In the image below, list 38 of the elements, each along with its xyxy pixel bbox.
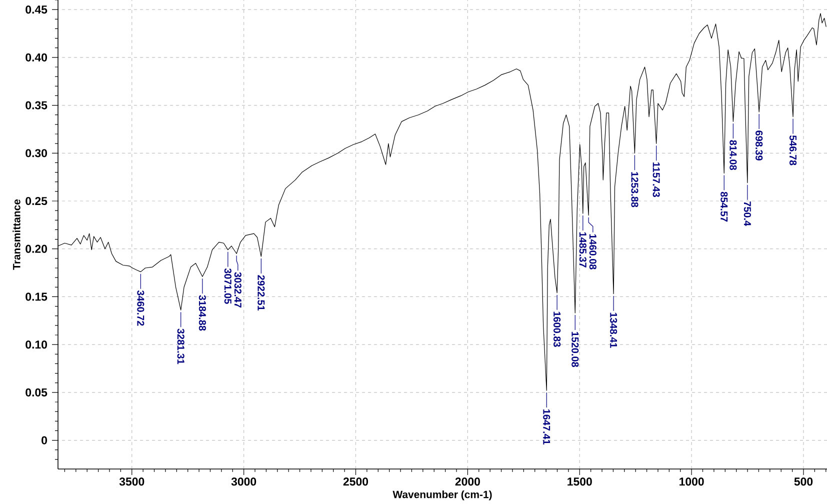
annotation: 750.4 bbox=[744, 202, 751, 226]
annotation: 1485.37 bbox=[579, 232, 586, 268]
annotation: 854.57 bbox=[720, 192, 728, 222]
x-tick-label: 1000 bbox=[680, 478, 704, 486]
annotation: 1600.83 bbox=[554, 312, 561, 347]
x-tick-label: 1500 bbox=[568, 478, 592, 486]
annotation: 2922.51 bbox=[258, 275, 265, 311]
annotation: 1348.41 bbox=[610, 312, 618, 348]
annotation: 1647.41 bbox=[543, 409, 550, 445]
y-axis-title: Transmittance bbox=[12, 199, 20, 270]
y-tick-label: 0.15 bbox=[26, 292, 48, 301]
annotation: 3032.47 bbox=[234, 272, 242, 308]
annotation: 1157.43 bbox=[652, 162, 660, 197]
x-axis-title: Wavenumber (cm-1) bbox=[392, 490, 492, 500]
x-tick-label: 3000 bbox=[231, 478, 256, 486]
x-tick-label: 2500 bbox=[343, 478, 368, 486]
y-tick-label: 0.40 bbox=[26, 53, 47, 62]
y-tick-label: 0.35 bbox=[26, 101, 48, 110]
y-tick-label: 0.25 bbox=[26, 196, 48, 206]
annotation: 3460.72 bbox=[137, 290, 144, 326]
x-tick-label: 500 bbox=[794, 478, 813, 486]
y-tick-label: 0.30 bbox=[26, 149, 47, 158]
annotation: 1460.08 bbox=[589, 234, 596, 270]
annotation: 1253.88 bbox=[631, 172, 638, 208]
annotation: 1520.08 bbox=[572, 332, 579, 367]
y-tick-label: 0.45 bbox=[26, 6, 48, 14]
annotation: 3281.31 bbox=[177, 328, 184, 364]
x-tick-label: 3500 bbox=[119, 478, 144, 486]
annotation: 3184.88 bbox=[198, 295, 206, 331]
annotation: 698.39 bbox=[756, 130, 763, 160]
y-tick-label: 0 bbox=[42, 436, 48, 444]
annotation: 546.78 bbox=[790, 135, 797, 166]
annotation: 814.08 bbox=[730, 140, 737, 170]
y-tick-label: 0.10 bbox=[26, 340, 47, 349]
y-tick-label: 0.05 bbox=[26, 388, 48, 396]
x-tick-label: 2000 bbox=[455, 478, 480, 486]
y-tick-label: 0.20 bbox=[26, 244, 47, 253]
annotation: 3071.05 bbox=[224, 268, 232, 304]
